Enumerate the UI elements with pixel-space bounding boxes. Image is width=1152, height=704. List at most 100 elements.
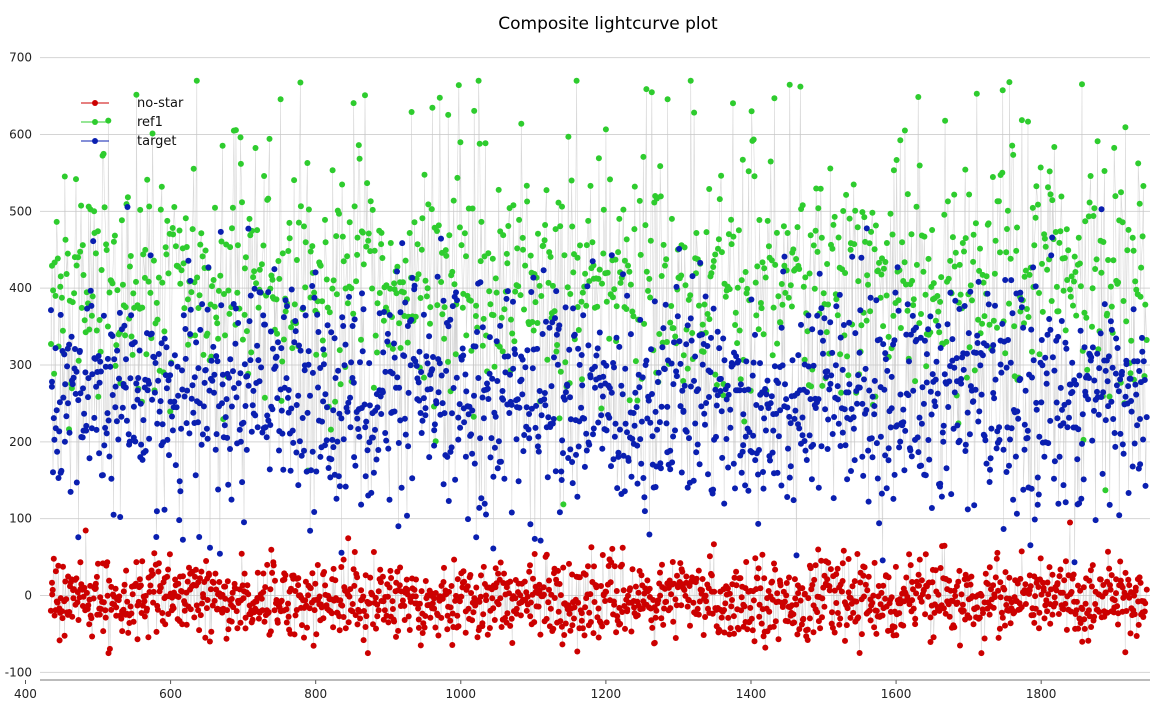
point-target bbox=[245, 382, 252, 389]
point-target bbox=[301, 367, 308, 374]
point-target bbox=[395, 440, 402, 446]
point-target bbox=[50, 415, 57, 422]
point-target bbox=[189, 382, 196, 389]
point-target bbox=[634, 480, 641, 487]
point-ref1 bbox=[806, 270, 813, 277]
point-target bbox=[695, 386, 702, 393]
point-no-star bbox=[672, 635, 679, 641]
point-no-star bbox=[819, 595, 826, 602]
point-target bbox=[373, 456, 380, 463]
point-target bbox=[396, 384, 403, 391]
point-ref1 bbox=[827, 165, 834, 172]
point-ref1 bbox=[387, 285, 394, 292]
point-no-star bbox=[1044, 579, 1051, 586]
point-no-star bbox=[1022, 581, 1029, 588]
point-target bbox=[534, 345, 541, 352]
point-ref1 bbox=[213, 314, 220, 321]
point-target bbox=[755, 471, 761, 478]
point-ref1 bbox=[555, 199, 562, 206]
point-no-star bbox=[603, 619, 610, 626]
point-no-star bbox=[338, 564, 345, 570]
point-target bbox=[1117, 430, 1124, 437]
point-ref1 bbox=[510, 202, 517, 209]
point-ref1 bbox=[126, 263, 133, 270]
point-no-star bbox=[980, 610, 986, 616]
point-ref1 bbox=[850, 181, 857, 188]
point-target bbox=[1014, 408, 1021, 415]
point-ref1 bbox=[547, 253, 554, 260]
point-target bbox=[195, 365, 202, 372]
point-target bbox=[749, 449, 756, 456]
point-ref1 bbox=[389, 345, 396, 352]
point-target bbox=[65, 400, 71, 407]
point-target bbox=[474, 329, 480, 335]
point-no-star bbox=[467, 572, 474, 578]
point-target bbox=[382, 430, 389, 436]
point-ref1 bbox=[1091, 205, 1098, 212]
point-target bbox=[305, 348, 312, 355]
point-target bbox=[837, 334, 844, 341]
point-ref1 bbox=[171, 204, 178, 210]
point-ref1 bbox=[1060, 287, 1067, 294]
point-no-star bbox=[951, 587, 958, 594]
point-target bbox=[827, 319, 834, 326]
point-target bbox=[639, 374, 646, 381]
point-target bbox=[412, 358, 419, 365]
point-target bbox=[907, 447, 914, 454]
point-no-star bbox=[495, 601, 502, 608]
point-no-star bbox=[422, 613, 429, 619]
point-target bbox=[874, 475, 881, 482]
point-no-star bbox=[1036, 609, 1043, 616]
point-target bbox=[360, 306, 367, 313]
point-ref1 bbox=[923, 363, 930, 370]
point-no-star bbox=[1002, 622, 1008, 629]
point-no-star bbox=[566, 560, 572, 567]
point-ref1 bbox=[369, 285, 376, 292]
point-target bbox=[151, 389, 158, 396]
point-no-star bbox=[885, 574, 892, 581]
point-ref1 bbox=[461, 230, 468, 237]
point-target bbox=[590, 425, 597, 432]
point-ref1 bbox=[855, 278, 862, 285]
point-ref1 bbox=[901, 127, 908, 134]
point-target bbox=[915, 449, 922, 456]
point-target bbox=[375, 447, 382, 453]
point-target bbox=[468, 431, 475, 438]
point-target bbox=[423, 353, 430, 360]
point-no-star bbox=[880, 582, 887, 589]
point-no-star bbox=[396, 582, 403, 589]
point-ref1 bbox=[641, 320, 648, 327]
point-target bbox=[178, 425, 185, 432]
point-ref1 bbox=[994, 324, 1000, 331]
point-target bbox=[768, 393, 775, 400]
y-tick-label: 200 bbox=[9, 435, 32, 449]
point-no-star bbox=[657, 569, 663, 576]
point-target bbox=[638, 418, 645, 425]
point-target bbox=[1048, 252, 1055, 259]
point-target bbox=[585, 342, 592, 349]
point-target bbox=[154, 420, 161, 427]
point-target bbox=[944, 321, 951, 328]
point-no-star bbox=[431, 605, 438, 612]
point-ref1 bbox=[630, 313, 637, 320]
point-no-star bbox=[422, 578, 429, 584]
point-ref1 bbox=[757, 300, 764, 306]
point-target bbox=[385, 445, 392, 452]
point-target bbox=[735, 357, 742, 364]
point-ref1 bbox=[992, 237, 999, 244]
point-no-star bbox=[792, 595, 799, 602]
point-no-star bbox=[1046, 564, 1053, 571]
point-target bbox=[839, 366, 846, 373]
point-no-star bbox=[800, 615, 807, 622]
point-no-star bbox=[401, 602, 408, 609]
point-no-star bbox=[360, 593, 367, 600]
point-target bbox=[237, 438, 244, 445]
point-target bbox=[95, 353, 102, 359]
point-no-star bbox=[206, 572, 212, 579]
point-ref1 bbox=[200, 351, 207, 358]
point-target bbox=[1101, 301, 1108, 308]
point-target bbox=[1086, 375, 1092, 381]
point-target bbox=[913, 324, 919, 331]
point-ref1 bbox=[843, 191, 850, 198]
point-ref1 bbox=[112, 362, 119, 369]
